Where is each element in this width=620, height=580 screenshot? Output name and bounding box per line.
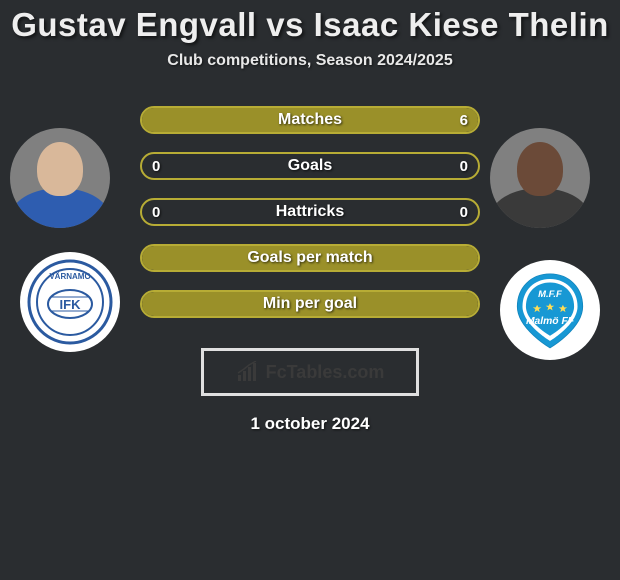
stat-value-left: 0 [152,204,160,221]
stat-label: Matches [278,111,342,129]
stat-label: Goals per match [247,249,372,267]
stat-bar: Goals per match [140,244,480,272]
stat-label: Min per goal [263,295,357,313]
stat-bar: Min per goal [140,290,480,318]
stats-area: 6 Matches 0 0 Goals 0 0 Hattricks Goals per matc… [0,100,620,318]
watermark-text: FcTables.com [266,362,385,383]
stat-bar: 0 0 Hattricks [140,198,480,226]
stat-value-right: 0 [460,204,468,221]
bars-column: 6 Matches 0 0 Goals 0 0 Hattricks Goals per matc… [140,100,480,318]
stat-bar: 6 Matches [140,106,480,134]
stat-bar: 0 0 Goals [140,152,480,180]
stat-value-right: 6 [460,112,468,129]
stat-value-left: 0 [152,158,160,175]
page-title: Gustav Engvall vs Isaac Kiese Thelin [0,6,620,44]
stat-label: Hattricks [276,203,344,221]
chart-icon [236,361,262,383]
date-text: 1 october 2024 [0,414,620,434]
stat-value-right: 0 [460,158,468,175]
watermark-box: FcTables.com [201,348,419,396]
stat-label: Goals [288,157,332,175]
subtitle: Club competitions, Season 2024/2025 [0,52,620,70]
